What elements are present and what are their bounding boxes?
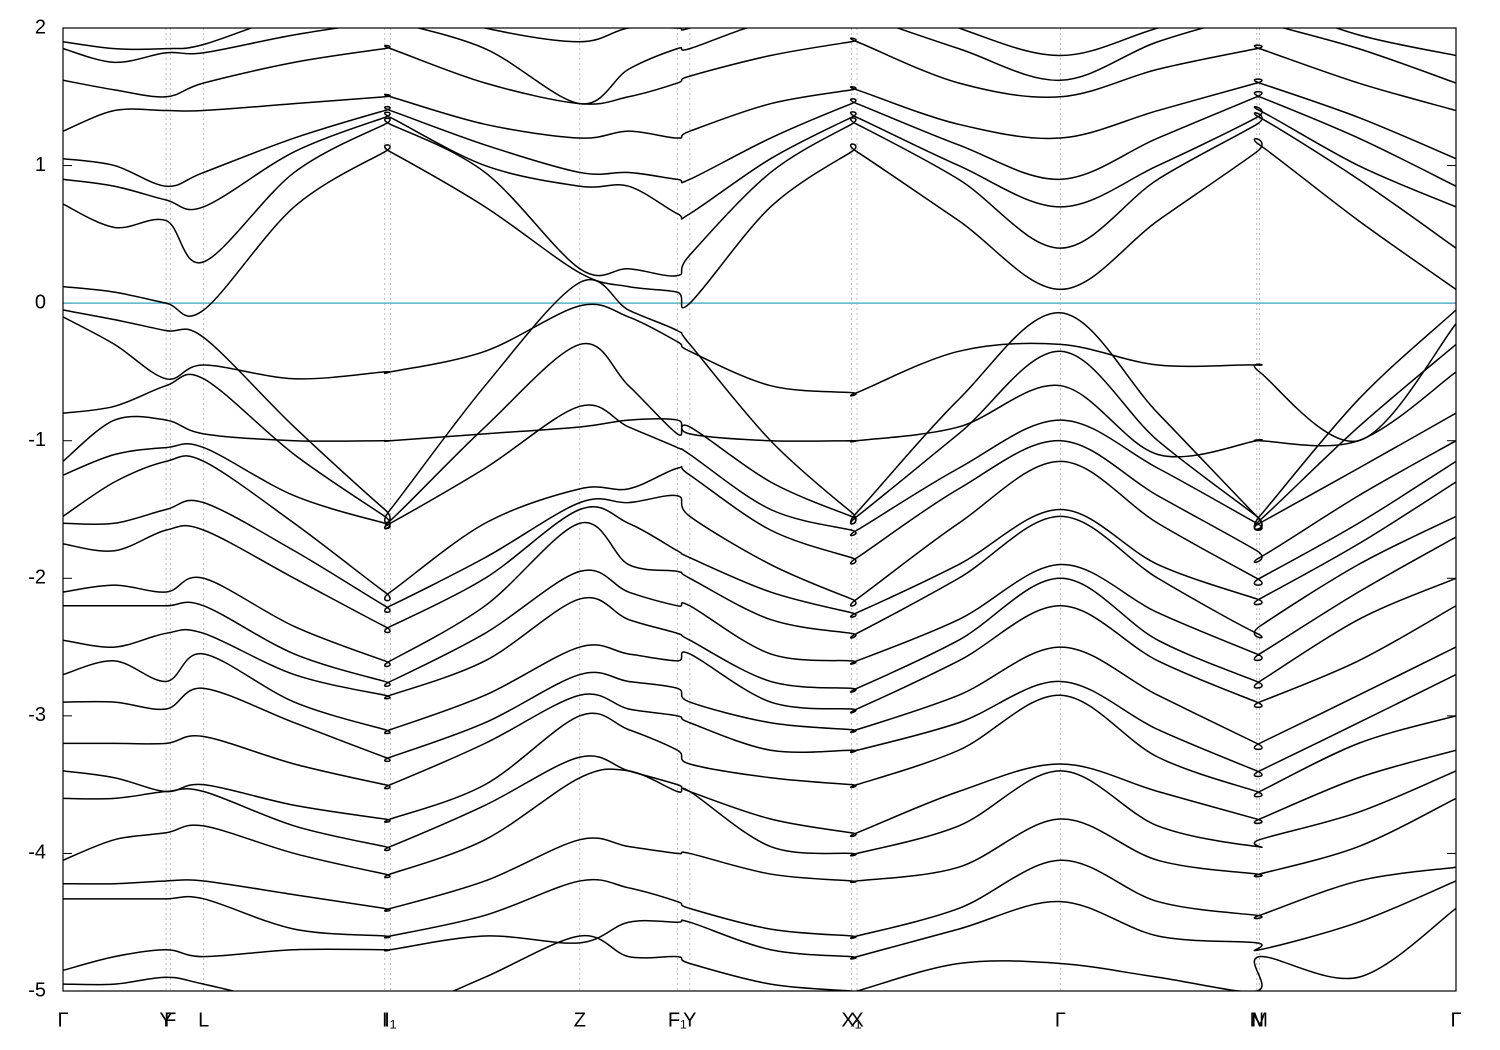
x-tick-label: X (850, 1009, 863, 1031)
x-tick-label: F (164, 1009, 176, 1031)
plot-area (63, 28, 1456, 991)
band-line (63, 460, 1456, 613)
band-line (63, 37, 1456, 112)
band-line (63, 481, 1456, 634)
x-tick-label: Γ (1450, 1009, 1461, 1031)
band-line (63, 797, 1456, 912)
y-tick-label: -1 (28, 429, 46, 451)
y-tick-label: -3 (28, 704, 46, 726)
x-tick-label: Y (683, 1009, 696, 1031)
x-tick-label: L (198, 1009, 209, 1031)
band-line (63, 404, 1456, 537)
band-line (63, 673, 1456, 790)
band-line (63, 515, 1456, 668)
band-line (63, 577, 1456, 700)
band-line (63, 646, 1456, 763)
band-line (63, 768, 1456, 879)
y-tick-label: 0 (35, 291, 46, 313)
band-line (63, 105, 1456, 220)
band-line (63, 342, 1456, 531)
y-tick-label: -2 (28, 567, 46, 589)
band-line (63, 439, 1456, 602)
band-line (63, 536, 1456, 687)
band-line (63, 303, 1456, 443)
x-tick-label: M (1251, 1009, 1268, 1031)
band-line (63, 112, 1456, 277)
band-line (63, 880, 1456, 972)
x-tick-label: Z (574, 1009, 586, 1031)
x-tick-label: N (1250, 1009, 1264, 1031)
band-line (63, 78, 1456, 160)
x-tick-label: I (382, 1009, 388, 1031)
band-line (63, 859, 1456, 940)
x-tick-label: Y (159, 1009, 172, 1031)
y-tick-label: -4 (28, 842, 46, 864)
y-tick-label: 1 (35, 154, 46, 176)
band-line (63, 907, 1456, 991)
x-tick-label: X₁ (841, 1009, 861, 1031)
band-line (63, 371, 1456, 462)
x-tick-label: F₁ (668, 1009, 687, 1031)
y-tick-label: 2 (35, 16, 46, 38)
band-line (63, 90, 1456, 188)
x-tick-label: Γ (57, 1009, 68, 1031)
y-tick-label: -5 (28, 979, 46, 1001)
band-line (63, 605, 1456, 735)
band-line (63, 694, 1456, 823)
band-line (63, 279, 1456, 531)
x-tick-label: Γ (1055, 1009, 1066, 1031)
band-line (63, 28, 1456, 105)
plot-frame (62, 27, 1457, 992)
band-line (63, 138, 1456, 317)
x-tick-label: I₁ (384, 1009, 397, 1031)
